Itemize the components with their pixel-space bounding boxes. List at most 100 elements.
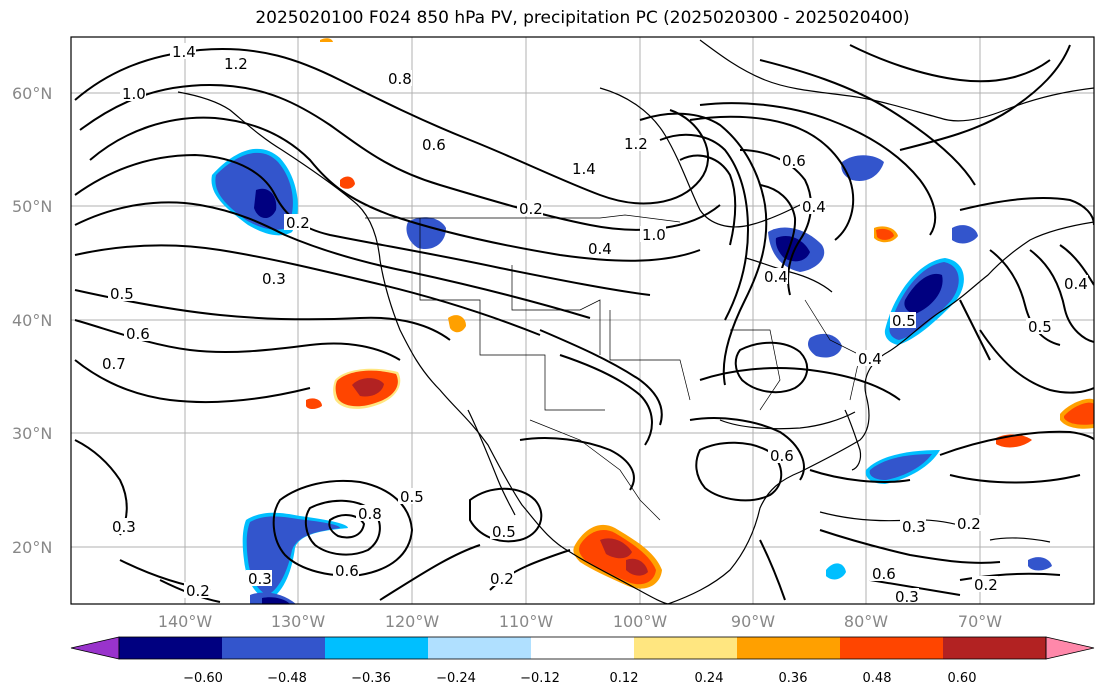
contour-label: 1.2	[224, 55, 248, 73]
colorbar-swatch	[840, 637, 944, 659]
pv-contour	[539, 329, 663, 426]
western-borders	[419, 218, 605, 411]
pv-contour	[949, 474, 1081, 484]
plains-borders	[609, 310, 691, 401]
pv-contour	[328, 514, 366, 539]
lon-label: 100°W	[613, 612, 668, 631]
pv-contour	[759, 59, 976, 186]
contour-label: 0.6	[126, 325, 150, 343]
contour-label: 0.3	[902, 518, 926, 536]
contour-label: 0.2	[974, 576, 998, 594]
baja-coast	[467, 409, 516, 516]
colorbar-swatch	[531, 637, 635, 659]
pv-contour	[1059, 244, 1094, 286]
great-lakes	[745, 257, 833, 293]
pv-contour	[899, 44, 1071, 151]
pv-contour	[469, 487, 543, 543]
contour-label: 0.2	[519, 200, 543, 218]
negative-anomaly-quebec	[841, 155, 978, 244]
pv-contour	[699, 367, 901, 401]
us-mexico-border	[529, 419, 661, 521]
pv-contour	[304, 499, 381, 556]
florida	[844, 409, 862, 471]
pv-contour	[809, 469, 911, 483]
gulf-coast	[719, 411, 856, 430]
hispaniola	[989, 537, 1051, 543]
lon-label: 70°W	[958, 612, 1002, 631]
pv-contour	[519, 437, 635, 491]
pv-contour	[979, 329, 1094, 394]
lat-label: 60°N	[12, 84, 52, 103]
colorbar-extend-low	[70, 636, 120, 660]
pv-contour	[659, 133, 750, 321]
contour-label: 0.7	[102, 355, 126, 373]
lat-label: 20°N	[12, 538, 52, 557]
positive-anomaly-mexico	[573, 524, 662, 589]
contour-label: 0.6	[782, 152, 806, 170]
pv-contour	[695, 441, 783, 502]
pv-contour	[699, 102, 937, 236]
lat-label: 40°N	[12, 311, 52, 330]
pv-contours	[74, 44, 1094, 603]
pv-contour	[959, 299, 991, 361]
positive-anomaly-california	[333, 368, 401, 409]
contour-label: 0.6	[335, 562, 359, 580]
contour-label: 0.4	[802, 198, 826, 216]
colorbar-swatch	[222, 637, 326, 659]
contour-label: 0.4	[764, 268, 788, 286]
negative-anomaly-alaska	[211, 148, 298, 236]
state-borders	[365, 214, 861, 521]
contour-label: 0.4	[588, 240, 612, 258]
lat-label: 50°N	[12, 197, 52, 216]
contour-label: 0.4	[1064, 275, 1088, 293]
colorbar-tick: 0.12	[610, 671, 639, 686]
pv-contour	[689, 115, 855, 241]
colorbar-tick: −0.12	[520, 671, 560, 686]
atlantic-gulf-coast	[667, 221, 1094, 604]
pv-contour	[74, 153, 651, 296]
negative-anomaly-gulf	[865, 450, 940, 484]
contour-label: 0.4	[858, 350, 882, 368]
colorbar-tick: −0.48	[267, 671, 307, 686]
contour-label: 1.0	[122, 85, 146, 103]
pv-contour	[689, 417, 805, 481]
colorbar-tick: 0.36	[779, 671, 808, 686]
contour-label: 0.6	[422, 136, 446, 154]
colorbar-tick: 0.24	[695, 671, 724, 686]
lon-label: 80°W	[844, 612, 888, 631]
contour-label: 0.3	[112, 518, 136, 536]
contour-label: 0.3	[895, 588, 919, 606]
pv-contour	[74, 201, 591, 319]
lon-label: 120°W	[385, 612, 440, 631]
colorbar-tick: −0.24	[436, 671, 476, 686]
pv-contour	[819, 529, 1001, 564]
contour-label: 0.5	[892, 312, 916, 330]
contour-label: 0.8	[388, 70, 412, 88]
negative-anomaly-caribbean	[826, 557, 1052, 580]
pv-contour	[1029, 249, 1094, 343]
pv-contour	[74, 48, 710, 205]
pv-contour	[849, 44, 1051, 83]
colorbar-swatch	[943, 637, 1047, 659]
pv-contour	[959, 197, 1094, 226]
colorbar-swatch	[737, 637, 841, 659]
us-canada-border	[365, 214, 681, 223]
colorbar-swatch	[325, 637, 429, 659]
colorbar-swatch	[634, 637, 738, 659]
negative-anomaly-ohio-valley	[808, 333, 842, 358]
contour-label: 1.4	[172, 43, 196, 61]
colorbar-tick: −0.36	[351, 671, 391, 686]
axis-labels: 60°N 50°N 40°N 30°N 20°N 140°W 130°W 120…	[12, 84, 1002, 631]
contour-label: 0.2	[490, 570, 514, 588]
lon-label: 140°W	[158, 612, 213, 631]
pv-contour	[559, 354, 653, 446]
contour-label: 1.4	[572, 160, 596, 178]
pv-contour	[89, 116, 701, 262]
midwest-borders	[730, 329, 781, 411]
pv-contour	[379, 544, 481, 601]
pv-contour	[939, 430, 1094, 456]
contour-label: 0.5	[110, 285, 134, 303]
contour-label: 0.5	[1028, 318, 1052, 336]
pv-contour	[869, 579, 961, 596]
